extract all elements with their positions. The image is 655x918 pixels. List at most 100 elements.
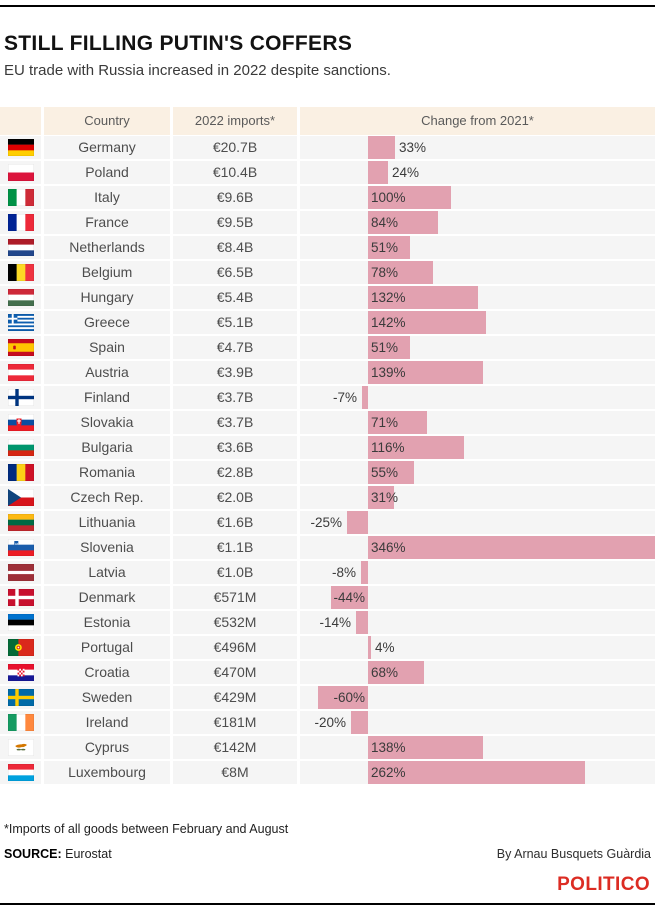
table-row: France €9.5B 84% xyxy=(0,211,655,234)
change-bar xyxy=(368,286,478,309)
header-country: Country xyxy=(44,107,170,135)
bulgaria-flag-icon xyxy=(0,436,41,459)
source-value: Eurostat xyxy=(65,847,112,861)
finland-flag-icon xyxy=(0,386,41,409)
change-bar xyxy=(368,661,424,684)
change-label: 346% xyxy=(371,540,406,555)
change-label: 24% xyxy=(392,165,420,180)
imports-value: €5.1B xyxy=(173,311,297,334)
change-bar xyxy=(368,211,438,234)
change-label: 51% xyxy=(371,340,399,355)
table-row: Luxembourg €8M 262% xyxy=(0,761,655,784)
country-name: Czech Rep. xyxy=(44,486,170,509)
change-label: -44% xyxy=(333,590,365,605)
change-label: 132% xyxy=(371,290,406,305)
change-bar xyxy=(368,411,427,434)
change-label: 68% xyxy=(371,665,399,680)
table-row: Italy €9.6B 100% xyxy=(0,186,655,209)
country-name: Italy xyxy=(44,186,170,209)
imports-value: €2.0B xyxy=(173,486,297,509)
change-bar xyxy=(368,636,371,659)
lithuania-flag-icon xyxy=(0,511,41,534)
change-label: 33% xyxy=(399,140,427,155)
imports-value: €429M xyxy=(173,686,297,709)
luxembourg-flag-icon xyxy=(0,761,41,784)
country-name: Croatia xyxy=(44,661,170,684)
imports-value: €496M xyxy=(173,636,297,659)
country-name: Denmark xyxy=(44,586,170,609)
table-row: Denmark €571M -44% xyxy=(0,586,655,609)
change-label: 55% xyxy=(371,465,399,480)
slovakia-flag-icon xyxy=(0,411,41,434)
change-label: 4% xyxy=(375,640,395,655)
imports-value: €181M xyxy=(173,711,297,734)
country-name: Austria xyxy=(44,361,170,384)
change-bar-cell: -14% xyxy=(300,611,655,634)
change-bar xyxy=(368,761,585,784)
chart-title: STILL FILLING PUTIN'S COFFERS xyxy=(4,32,353,55)
imports-value: €571M xyxy=(173,586,297,609)
change-bar xyxy=(368,261,433,284)
imports-value: €3.6B xyxy=(173,436,297,459)
change-bar xyxy=(368,461,414,484)
imports-value: €10.4B xyxy=(173,161,297,184)
imports-value: €142M xyxy=(173,736,297,759)
table-row: Romania €2.8B 55% xyxy=(0,461,655,484)
change-bar-cell: 71% xyxy=(300,411,655,434)
austria-flag-icon xyxy=(0,361,41,384)
change-bar-cell: -60% xyxy=(300,686,655,709)
change-label: 71% xyxy=(371,415,399,430)
country-name: Estonia xyxy=(44,611,170,634)
ireland-flag-icon xyxy=(0,711,41,734)
change-bar-cell: 132% xyxy=(300,286,655,309)
imports-value: €8.4B xyxy=(173,236,297,259)
change-bar-cell: 84% xyxy=(300,211,655,234)
table-row: Hungary €5.4B 132% xyxy=(0,286,655,309)
change-bar xyxy=(361,561,368,584)
imports-value: €20.7B xyxy=(173,136,297,159)
germany-flag-icon xyxy=(0,136,41,159)
imports-value: €3.9B xyxy=(173,361,297,384)
country-name: Lithuania xyxy=(44,511,170,534)
byline: By Arnau Busquets Guàrdia xyxy=(496,847,651,861)
imports-value: €8M xyxy=(173,761,297,784)
change-bar xyxy=(368,736,483,759)
change-bar-cell: -7% xyxy=(300,386,655,409)
chart-subtitle: EU trade with Russia increased in 2022 d… xyxy=(4,62,391,79)
change-label: -7% xyxy=(332,390,357,405)
change-bar-cell: 24% xyxy=(300,161,655,184)
table-row: Netherlands €8.4B 51% xyxy=(0,236,655,259)
imports-value: €1.0B xyxy=(173,561,297,584)
change-bar-cell: 116% xyxy=(300,436,655,459)
country-name: Netherlands xyxy=(44,236,170,259)
czechia-flag-icon xyxy=(0,486,41,509)
change-bar-cell: 138% xyxy=(300,736,655,759)
change-label: 139% xyxy=(371,365,406,380)
country-name: Hungary xyxy=(44,286,170,309)
romania-flag-icon xyxy=(0,461,41,484)
table-row: Latvia €1.0B -8% xyxy=(0,561,655,584)
latvia-flag-icon xyxy=(0,561,41,584)
footnote: *Imports of all goods between February a… xyxy=(4,822,289,836)
table-row: Finland €3.7B -7% xyxy=(0,386,655,409)
change-label: 142% xyxy=(371,315,406,330)
imports-value: €5.4B xyxy=(173,286,297,309)
table-row: Slovakia €3.7B 71% xyxy=(0,411,655,434)
change-bar xyxy=(362,386,368,409)
netherlands-flag-icon xyxy=(0,236,41,259)
change-bar xyxy=(318,686,368,709)
change-bar xyxy=(368,311,486,334)
change-bar-cell: 100% xyxy=(300,186,655,209)
greece-flag-icon xyxy=(0,311,41,334)
portugal-flag-icon xyxy=(0,636,41,659)
change-bar-cell: 346% xyxy=(300,536,655,559)
cyprus-flag-icon xyxy=(0,736,41,759)
country-name: Slovenia xyxy=(44,536,170,559)
sweden-flag-icon xyxy=(0,686,41,709)
table-row: Estonia €532M -14% xyxy=(0,611,655,634)
country-name: Bulgaria xyxy=(44,436,170,459)
change-bar xyxy=(368,186,451,209)
table-row: Germany €20.7B 33% xyxy=(0,136,655,159)
table-row: Sweden €429M -60% xyxy=(0,686,655,709)
change-bar xyxy=(368,436,464,459)
